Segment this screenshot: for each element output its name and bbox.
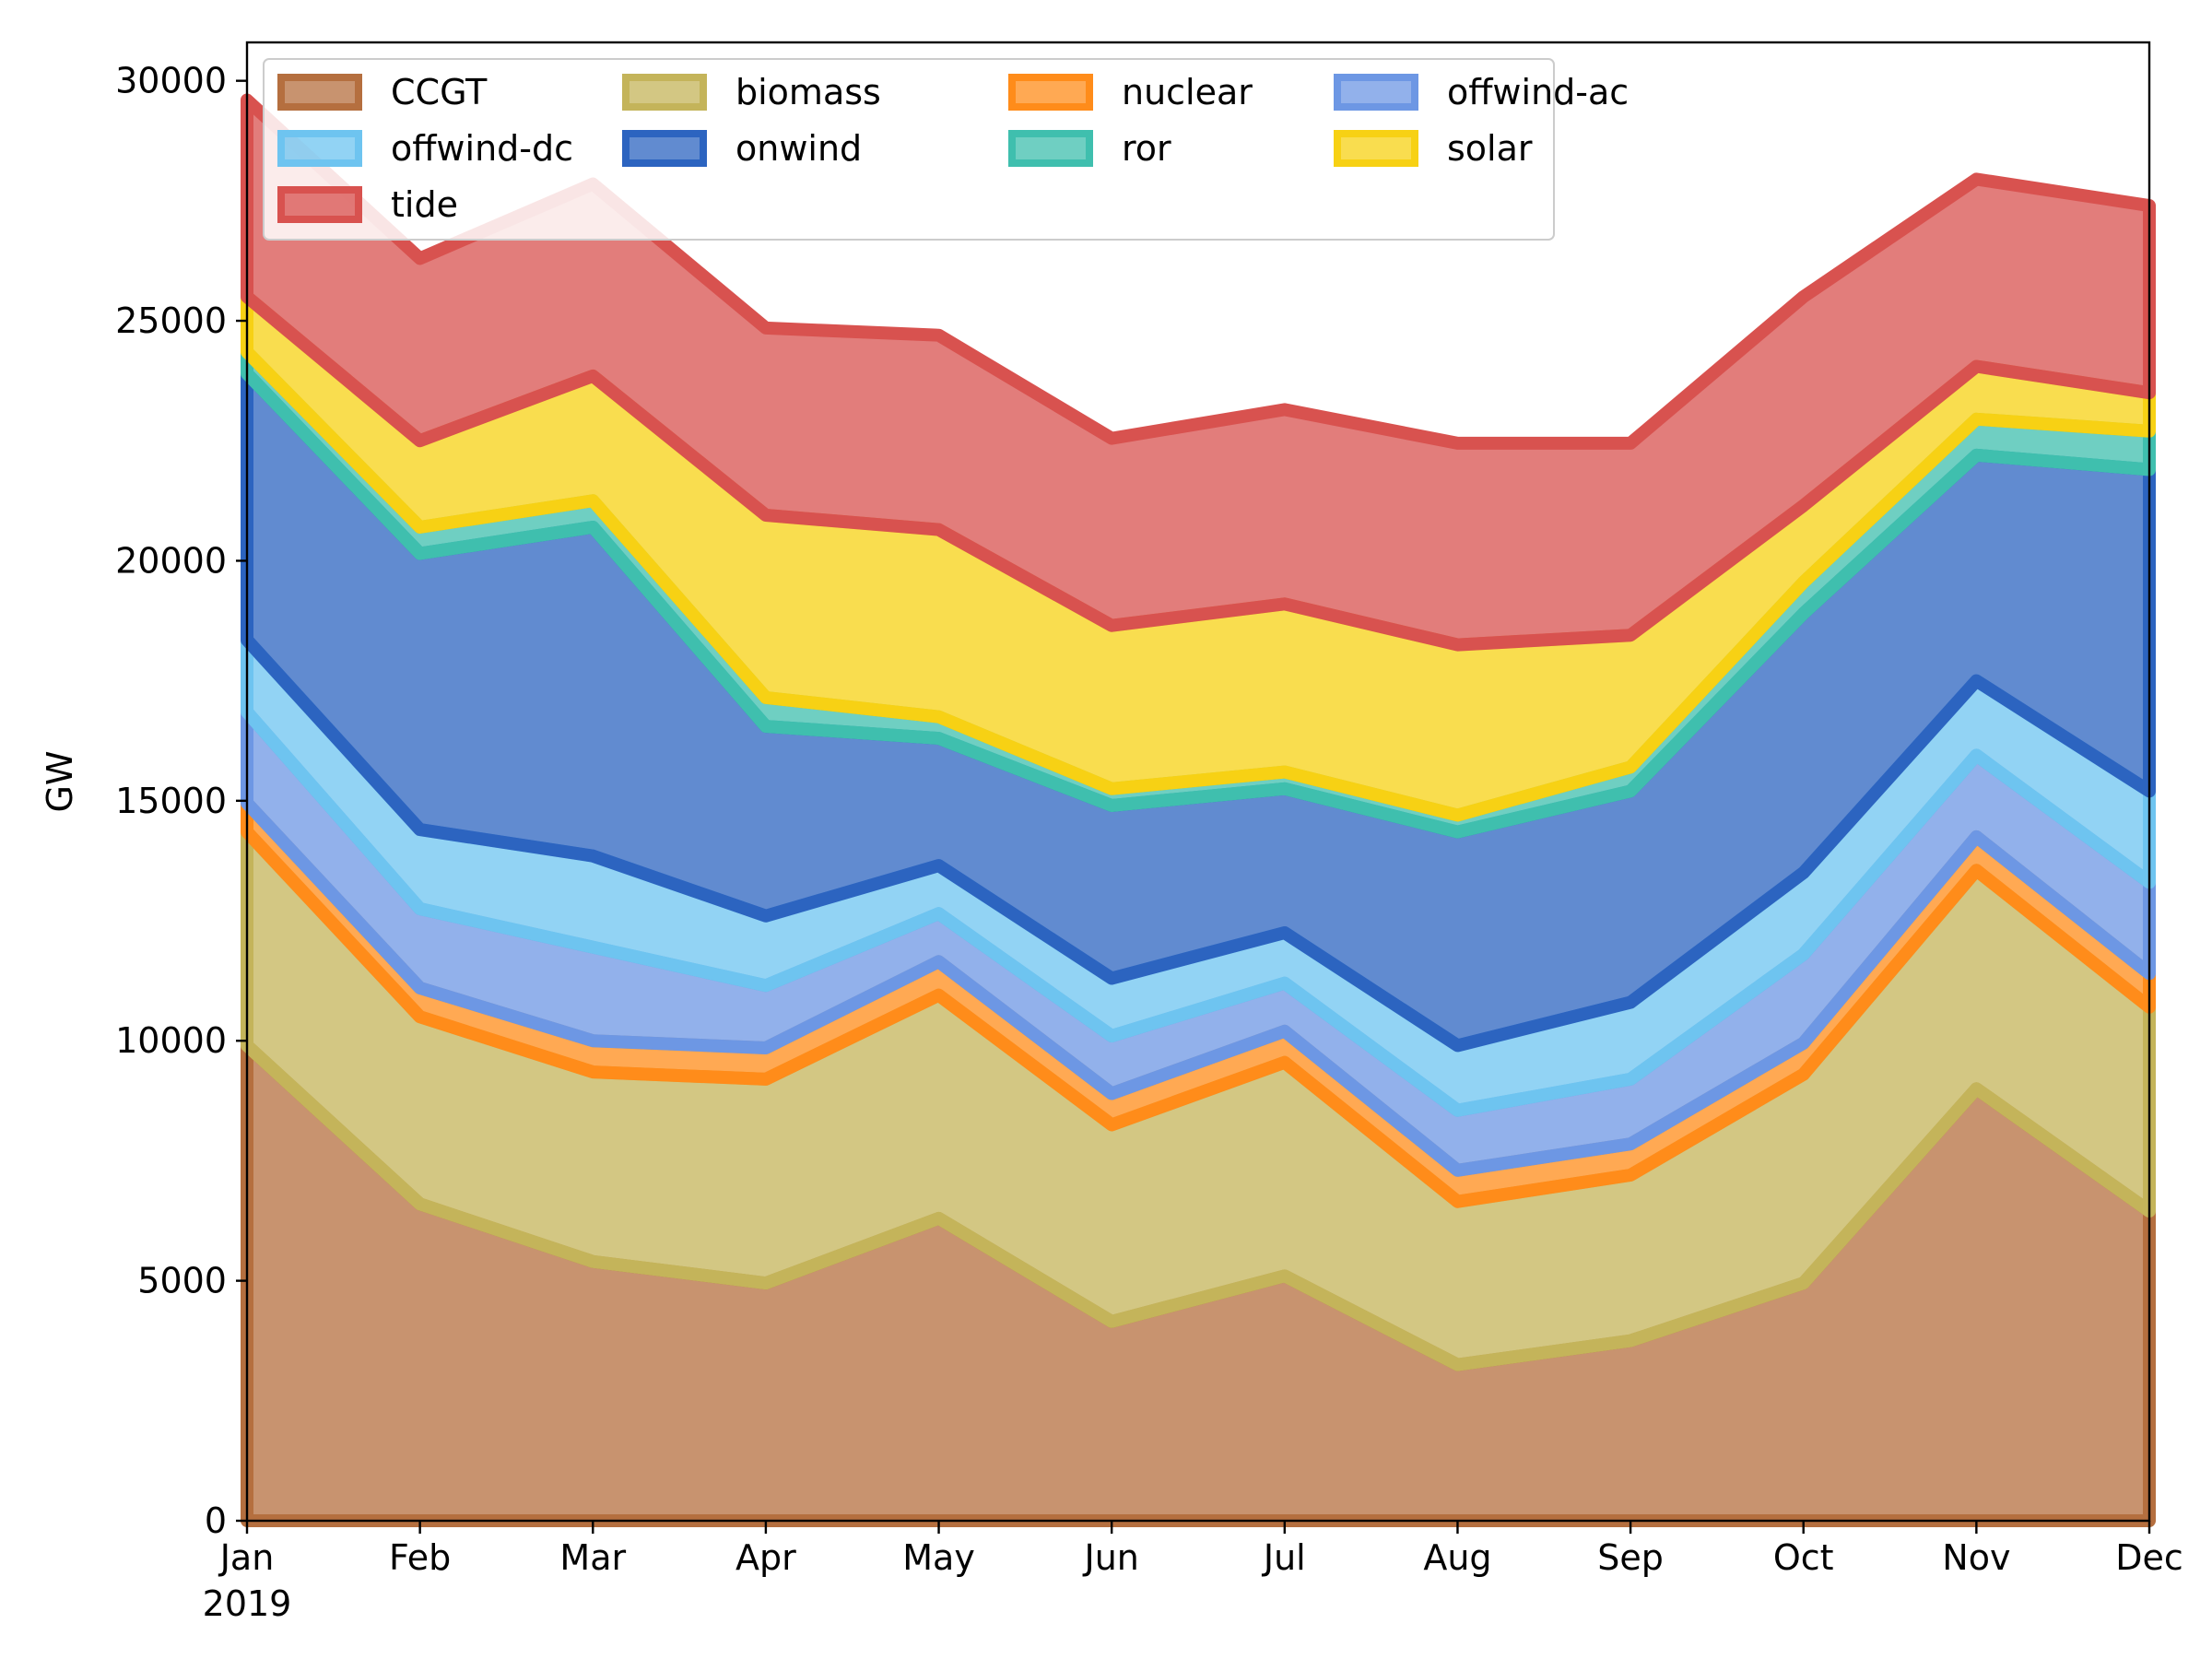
legend-item-biomass: biomass	[622, 72, 881, 112]
legend-item-offwind-dc: offwind-dc	[277, 128, 573, 169]
legend-label: biomass	[735, 72, 881, 112]
y-tick-label: 10000	[115, 1020, 227, 1061]
legend-label: nuclear	[1122, 72, 1253, 112]
legend-item-solar: solar	[1334, 128, 1533, 169]
legend-swatch	[277, 186, 362, 223]
legend-label: ror	[1122, 128, 1171, 169]
legend-swatch	[277, 74, 362, 111]
legend-item-tide: tide	[277, 184, 458, 225]
legend-label: tide	[391, 184, 458, 225]
legend-swatch	[277, 130, 362, 167]
x-tick-year-label: 2019	[203, 1583, 292, 1624]
y-tick-label: 20000	[115, 540, 227, 581]
legend-item-ror: ror	[1008, 128, 1171, 169]
y-tick-label: 15000	[115, 781, 227, 821]
legend-item-onwind: onwind	[622, 128, 862, 169]
x-tick-label: Sep	[1597, 1537, 1664, 1578]
legend-swatch	[1334, 130, 1418, 167]
legend-label: CCGT	[391, 72, 488, 112]
x-tick-label: Dec	[2115, 1537, 2183, 1578]
x-axis: Jan Feb Mar Apr May Jun Jul Aug Sep Oct Nov Dec 2019	[203, 1521, 2183, 1624]
legend-box	[263, 58, 1555, 241]
y-tick-label: 30000	[115, 61, 227, 101]
x-tick-label: Oct	[1773, 1537, 1834, 1578]
legend-swatch	[1008, 74, 1093, 111]
legend-label: offwind-ac	[1447, 72, 1629, 112]
legend-swatch	[622, 74, 707, 111]
legend-swatch	[622, 130, 707, 167]
x-tick-label: May	[902, 1537, 975, 1578]
x-tick-label: Jan	[218, 1537, 275, 1578]
y-axis-label: GW	[40, 750, 80, 812]
legend-label: solar	[1447, 128, 1533, 169]
areas-layer	[241, 93, 2156, 1527]
legend-item-ccgt: CCGT	[277, 72, 488, 112]
plot-frame	[245, 41, 2151, 1523]
legend: CCGT biomass nuclear offwind-ac offwind-dc on…	[263, 58, 1629, 241]
legend-swatch	[1334, 74, 1418, 111]
x-tick-label: Jul	[1262, 1537, 1306, 1578]
x-tick-label: Apr	[735, 1537, 796, 1578]
x-tick-label: Feb	[389, 1537, 451, 1578]
y-tick-label: 25000	[115, 300, 227, 341]
legend-label: onwind	[735, 128, 862, 169]
y-axis: 0 5000 10000 15000 20000 25000 30000	[115, 61, 247, 1541]
x-tick-label: Aug	[1423, 1537, 1491, 1578]
y-tick-label: 5000	[137, 1261, 227, 1301]
x-tick-label: Jun	[1082, 1537, 1138, 1578]
x-tick-label: Mar	[559, 1537, 626, 1578]
legend-swatch	[1008, 130, 1093, 167]
legend-item-nuclear: nuclear	[1008, 72, 1253, 112]
legend-label: offwind-dc	[391, 128, 573, 169]
x-tick-label: Nov	[1942, 1537, 2010, 1578]
y-tick-label: 0	[205, 1500, 227, 1541]
legend-item-offwind-ac: offwind-ac	[1334, 72, 1629, 112]
